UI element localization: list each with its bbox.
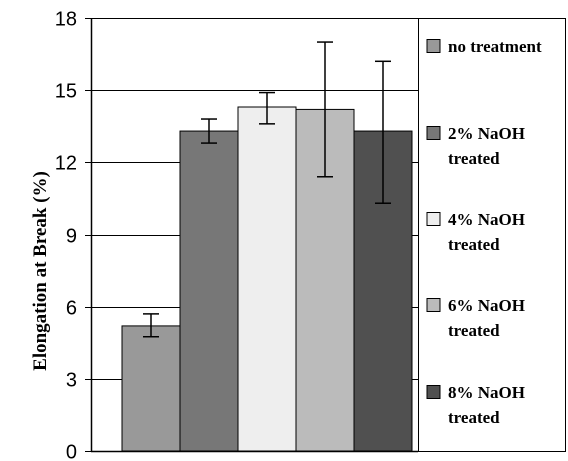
- y-tick-label: 12: [55, 153, 77, 175]
- y-tick-label: 3: [66, 370, 77, 392]
- legend-swatch-3: [426, 212, 441, 226]
- bar-1: [121, 325, 181, 452]
- legend-label-4: treated: [448, 321, 500, 340]
- legend-label-1: no treatment: [448, 37, 542, 56]
- y-tick-label: 6: [66, 298, 77, 320]
- error-bars: [143, 41, 391, 338]
- legend: no treatment 2% NaOH treated 4% NaOH treated…: [418, 18, 566, 452]
- y-tick-label: 0: [66, 442, 77, 461]
- legend-swatch-1: [426, 39, 441, 53]
- legend-label-5: 8% NaOH: [448, 383, 525, 402]
- legend-label-2: treated: [448, 149, 500, 168]
- legend-swatch-2: [426, 126, 441, 140]
- legend-label-5: treated: [448, 408, 500, 427]
- bar-2: [179, 130, 239, 452]
- y-axis-title: Elongation at Break (%): [30, 171, 51, 371]
- legend-box: [418, 18, 566, 452]
- legend-swatch-5: [426, 385, 441, 399]
- legend-label-2: 2% NaOH: [448, 124, 525, 143]
- bar-3: [237, 106, 297, 452]
- legend-label-4: 6% NaOH: [448, 296, 525, 315]
- legend-label-3: treated: [448, 235, 500, 254]
- y-tick-label: 15: [55, 81, 77, 103]
- legend-swatch-4: [426, 298, 441, 312]
- bars: [121, 106, 413, 452]
- legend-label-3: 4% NaOH: [448, 210, 525, 229]
- y-tick-label: 18: [55, 9, 77, 31]
- y-tick-label: 9: [66, 226, 77, 248]
